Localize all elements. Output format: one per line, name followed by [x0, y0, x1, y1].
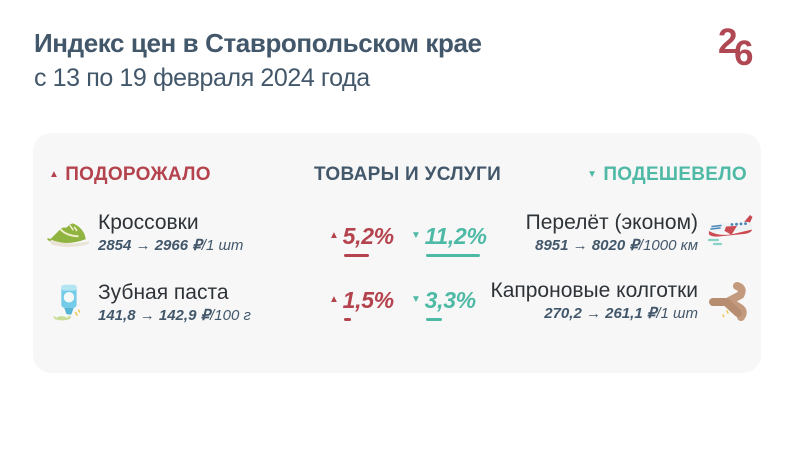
percent-line: ▼ 11,2% [411, 223, 487, 250]
percent-line: ▲ 1,5% [329, 287, 401, 314]
price-change: 141,8 → 142,9 ₽ [98, 306, 211, 324]
item-price-line: 8951 → 8020 ₽/1000 км [535, 236, 698, 256]
section-header-increased: ▲ ПОДОРОЖАЛО [49, 164, 211, 186]
price-unit: /1 шт [201, 236, 244, 254]
section-header-increased-label: ПОДОРОЖАЛО [65, 164, 211, 185]
percent-underline-bar [344, 318, 351, 321]
up-triangle-icon: ▲ [329, 294, 339, 305]
page-subtitle: с 13 по 19 февраля 2024 года [34, 64, 370, 92]
item-sneakers: Кроссовки 2854 → 2966 ₽/1 шт [47, 211, 243, 255]
price-change: 8951 → 8020 ₽ [535, 236, 639, 254]
item-price-line: 2854 → 2966 ₽/1 шт [98, 236, 243, 256]
section-header-decreased-label: ПОДЕШЕВЕЛО [603, 164, 747, 185]
percent-value: 5,2% [342, 223, 395, 249]
brand-logo-26: 2 6 [716, 22, 772, 78]
tights-icon [707, 281, 753, 322]
down-triangle-icon: ▼ [411, 230, 421, 241]
increase-percent: ▲ 1,5% [329, 287, 401, 321]
price-unit: /1000 км [638, 236, 698, 254]
price-change: 270,2 → 261,1 ₽ [544, 304, 657, 322]
item-name: Зубная паста [98, 281, 229, 304]
item-name: Перелёт (эконом) [525, 211, 698, 234]
percent-value: 3,3% [424, 287, 477, 313]
sneaker-icon [47, 212, 89, 254]
down-triangle-icon: ▼ [411, 294, 421, 305]
logo-digit-2: 2 [718, 22, 738, 61]
item-toothpaste: Зубная паста 141,8 → 142,9 ₽/100 г [47, 281, 251, 325]
page-title: Индекс цен в Ставропольском крае [34, 28, 482, 58]
item-nylon-tights: Капроновые колготки 270,2 → 261,1 ₽/1 шт [490, 279, 753, 323]
increase-percent: ▲ 5,2% [329, 223, 401, 257]
item-name: Капроновые колготки [490, 279, 698, 302]
item-flight-economy: Перелёт (эконом) 8951 → 8020 ₽/1000 км [526, 211, 753, 255]
price-change: 2854 → 2966 ₽ [98, 236, 202, 254]
item-price-line: 141,8 → 142,9 ₽/100 г [98, 306, 251, 326]
item-name: Кроссовки [98, 211, 199, 234]
percent-row-2: ▲ 1,5% ▼ 3,3% [329, 287, 476, 321]
toothpaste-icon [47, 282, 89, 324]
airplane-icon [707, 213, 753, 253]
section-header-decreased: ▼ ПОДЕШЕВЕЛО [587, 164, 747, 186]
item-price-line: 270,2 → 261,1 ₽/1 шт [544, 304, 698, 324]
percent-row-1: ▲ 5,2% ▼ 11,2% [329, 223, 487, 257]
price-unit: /1 шт [656, 304, 698, 322]
price-unit: /100 г [210, 306, 251, 324]
section-header-goods-label: ТОВАРЫ И УСЛУГИ [314, 164, 502, 185]
decrease-percent: ▼ 11,2% [411, 223, 487, 257]
up-triangle-icon: ▲ [329, 230, 339, 241]
price-index-card: ▲ ПОДОРОЖАЛО ТОВАРЫ И УСЛУГИ ▼ ПОДЕШЕВЕЛО … [33, 133, 761, 373]
decrease-percent: ▼ 3,3% [411, 287, 476, 321]
percent-value: 1,5% [342, 287, 395, 313]
percent-line: ▲ 5,2% [329, 223, 401, 250]
percent-value: 11,2% [424, 223, 487, 249]
percent-underline-bar [426, 254, 480, 257]
up-triangle-icon: ▲ [49, 169, 60, 180]
percent-underline-bar [344, 254, 369, 257]
section-header-goods: ТОВАРЫ И УСЛУГИ [314, 164, 501, 186]
percent-underline-bar [426, 318, 442, 321]
percent-line: ▼ 3,3% [411, 287, 476, 314]
logo-digit-6: 6 [734, 34, 754, 73]
down-triangle-icon: ▼ [587, 169, 598, 180]
